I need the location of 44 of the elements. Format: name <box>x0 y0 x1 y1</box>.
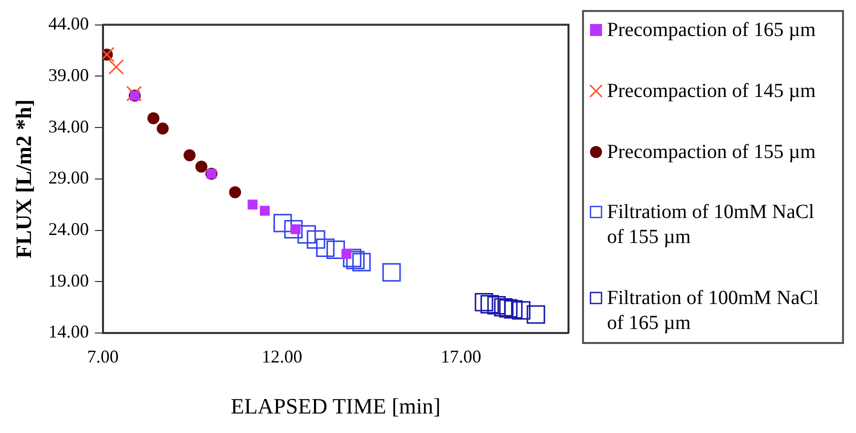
point <box>284 220 303 238</box>
legend-label: Precompaction of 165 µm <box>607 18 816 43</box>
point <box>273 214 292 232</box>
y-tick-label: 44.00 <box>48 14 89 34</box>
legend-label: Precompaction of 155 µm <box>607 140 816 164</box>
point <box>297 225 316 244</box>
x-tick-label: 12.00 <box>262 346 302 367</box>
point <box>260 206 270 216</box>
point <box>480 295 499 314</box>
y-tick-label: 19.00 <box>48 270 89 290</box>
point <box>352 252 371 272</box>
point <box>248 200 258 210</box>
legend-label: Filtration of 100mM NaCl of 165 µm <box>607 286 820 336</box>
y-tick-label: 14.00 <box>48 322 89 342</box>
point <box>526 305 546 324</box>
x-axis-title: ELAPSED TIME [min] <box>230 394 441 419</box>
point <box>494 298 513 317</box>
point <box>487 296 506 314</box>
point <box>195 160 208 173</box>
legend-label: Filtratiom of 10mM NaCl of 155 µm <box>607 200 816 250</box>
point <box>341 248 352 259</box>
y-tick-label: 24.00 <box>48 219 89 239</box>
y-tick-label: 34.00 <box>48 116 89 136</box>
point <box>342 248 362 268</box>
point <box>512 301 530 320</box>
legend-label: Precompaction of 145 µm <box>607 78 816 104</box>
point <box>108 59 124 75</box>
point <box>326 240 345 260</box>
point <box>156 122 169 135</box>
point <box>474 292 494 312</box>
point <box>382 263 401 282</box>
point <box>346 250 365 270</box>
point <box>504 300 523 319</box>
y-tick-label: 29.00 <box>48 168 89 188</box>
y-tick-label: 39.00 <box>48 64 89 85</box>
x-tick-label: 17.00 <box>440 346 482 367</box>
y-axis-title: FLUX [L/m2 *h] <box>10 99 36 258</box>
point <box>499 299 518 318</box>
point <box>316 238 335 257</box>
point <box>147 112 160 124</box>
point <box>229 186 242 198</box>
point <box>306 230 326 249</box>
x-tick-label: 7.00 <box>87 346 119 367</box>
point <box>184 149 196 162</box>
